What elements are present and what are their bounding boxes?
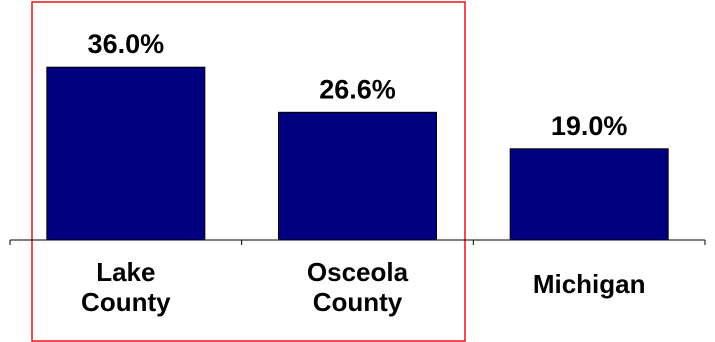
bars xyxy=(46,66,669,241)
tick-label: Lake County xyxy=(81,257,171,317)
x-axis xyxy=(9,239,706,245)
bar xyxy=(509,148,669,241)
value-labels: 36.0% 26.6% 19.0% xyxy=(88,29,628,141)
tick-label: Michigan xyxy=(533,269,646,299)
tick-label: Osceola County xyxy=(307,257,409,317)
category-labels: Lake County Osceola County Michigan xyxy=(81,257,645,317)
data-label: 36.0% xyxy=(88,29,165,59)
bar xyxy=(46,66,206,241)
bar xyxy=(278,111,437,241)
data-label: 26.6% xyxy=(319,74,396,104)
highlight-box xyxy=(31,1,466,342)
data-label: 19.0% xyxy=(551,111,628,141)
